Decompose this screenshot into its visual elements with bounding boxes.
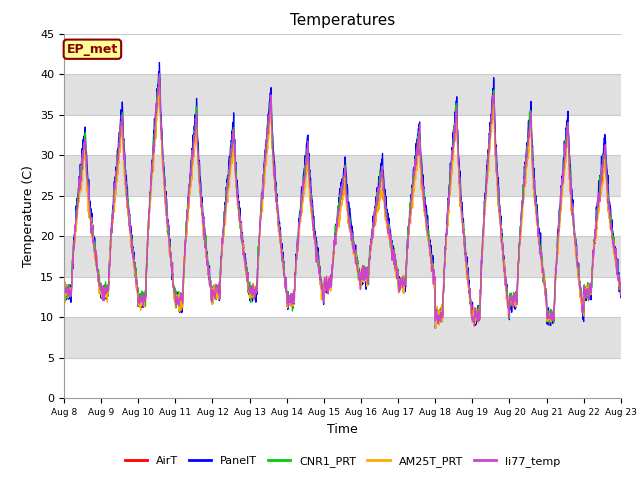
Bar: [64, 155, 621, 196]
AM25T_PRT: [505, 308, 513, 314]
AM25T_PRT: [156, 82, 163, 87]
AirT: [216, 290, 223, 296]
CNR1_PRT: [60, 284, 68, 289]
CNR1_PRT: [371, 208, 379, 214]
PanelT: [216, 297, 223, 303]
PanelT: [505, 304, 513, 310]
AirT: [584, 290, 591, 296]
li77_temp: [216, 287, 223, 292]
AirT: [156, 74, 163, 80]
Bar: [64, 115, 621, 155]
AM25T_PRT: [584, 289, 591, 295]
Bar: [64, 196, 621, 236]
li77_temp: [470, 323, 478, 329]
li77_temp: [156, 71, 163, 76]
Line: CNR1_PRT: CNR1_PRT: [64, 77, 621, 324]
Bar: [64, 277, 621, 317]
Text: EP_met: EP_met: [67, 43, 118, 56]
li77_temp: [371, 207, 379, 213]
AM25T_PRT: [617, 291, 625, 297]
CNR1_PRT: [155, 74, 163, 80]
PanelT: [359, 276, 367, 282]
AM25T_PRT: [568, 210, 576, 216]
AM25T_PRT: [432, 325, 440, 331]
Bar: [64, 358, 621, 398]
AirT: [371, 214, 379, 219]
CNR1_PRT: [435, 321, 443, 327]
li77_temp: [584, 291, 591, 297]
AirT: [505, 308, 513, 313]
Bar: [64, 74, 621, 115]
AirT: [60, 290, 68, 296]
AM25T_PRT: [216, 296, 223, 301]
li77_temp: [359, 269, 367, 275]
AM25T_PRT: [371, 222, 379, 228]
CNR1_PRT: [505, 302, 513, 308]
PanelT: [431, 325, 439, 331]
AirT: [359, 274, 367, 280]
PanelT: [584, 289, 591, 295]
AM25T_PRT: [60, 292, 68, 298]
CNR1_PRT: [216, 288, 223, 293]
PanelT: [60, 283, 68, 289]
CNR1_PRT: [584, 289, 591, 295]
AirT: [568, 205, 576, 211]
AirT: [617, 290, 625, 296]
PanelT: [568, 187, 576, 193]
Bar: [64, 34, 621, 74]
CNR1_PRT: [617, 284, 625, 289]
CNR1_PRT: [568, 212, 576, 218]
Bar: [64, 236, 621, 277]
CNR1_PRT: [359, 269, 367, 275]
AM25T_PRT: [359, 271, 367, 277]
Line: li77_temp: li77_temp: [64, 73, 621, 326]
Line: AM25T_PRT: AM25T_PRT: [64, 84, 621, 328]
li77_temp: [617, 292, 625, 298]
PanelT: [617, 295, 625, 300]
li77_temp: [60, 286, 68, 291]
li77_temp: [568, 201, 576, 207]
Title: Temperatures: Temperatures: [290, 13, 395, 28]
PanelT: [371, 206, 379, 212]
li77_temp: [505, 302, 513, 308]
Bar: [64, 317, 621, 358]
Line: PanelT: PanelT: [64, 62, 621, 328]
Y-axis label: Temperature (C): Temperature (C): [22, 165, 35, 267]
Legend: AirT, PanelT, CNR1_PRT, AM25T_PRT, li77_temp: AirT, PanelT, CNR1_PRT, AM25T_PRT, li77_…: [120, 451, 564, 471]
X-axis label: Time: Time: [327, 423, 358, 436]
PanelT: [156, 60, 163, 65]
AirT: [431, 314, 439, 320]
Line: AirT: AirT: [64, 77, 621, 317]
